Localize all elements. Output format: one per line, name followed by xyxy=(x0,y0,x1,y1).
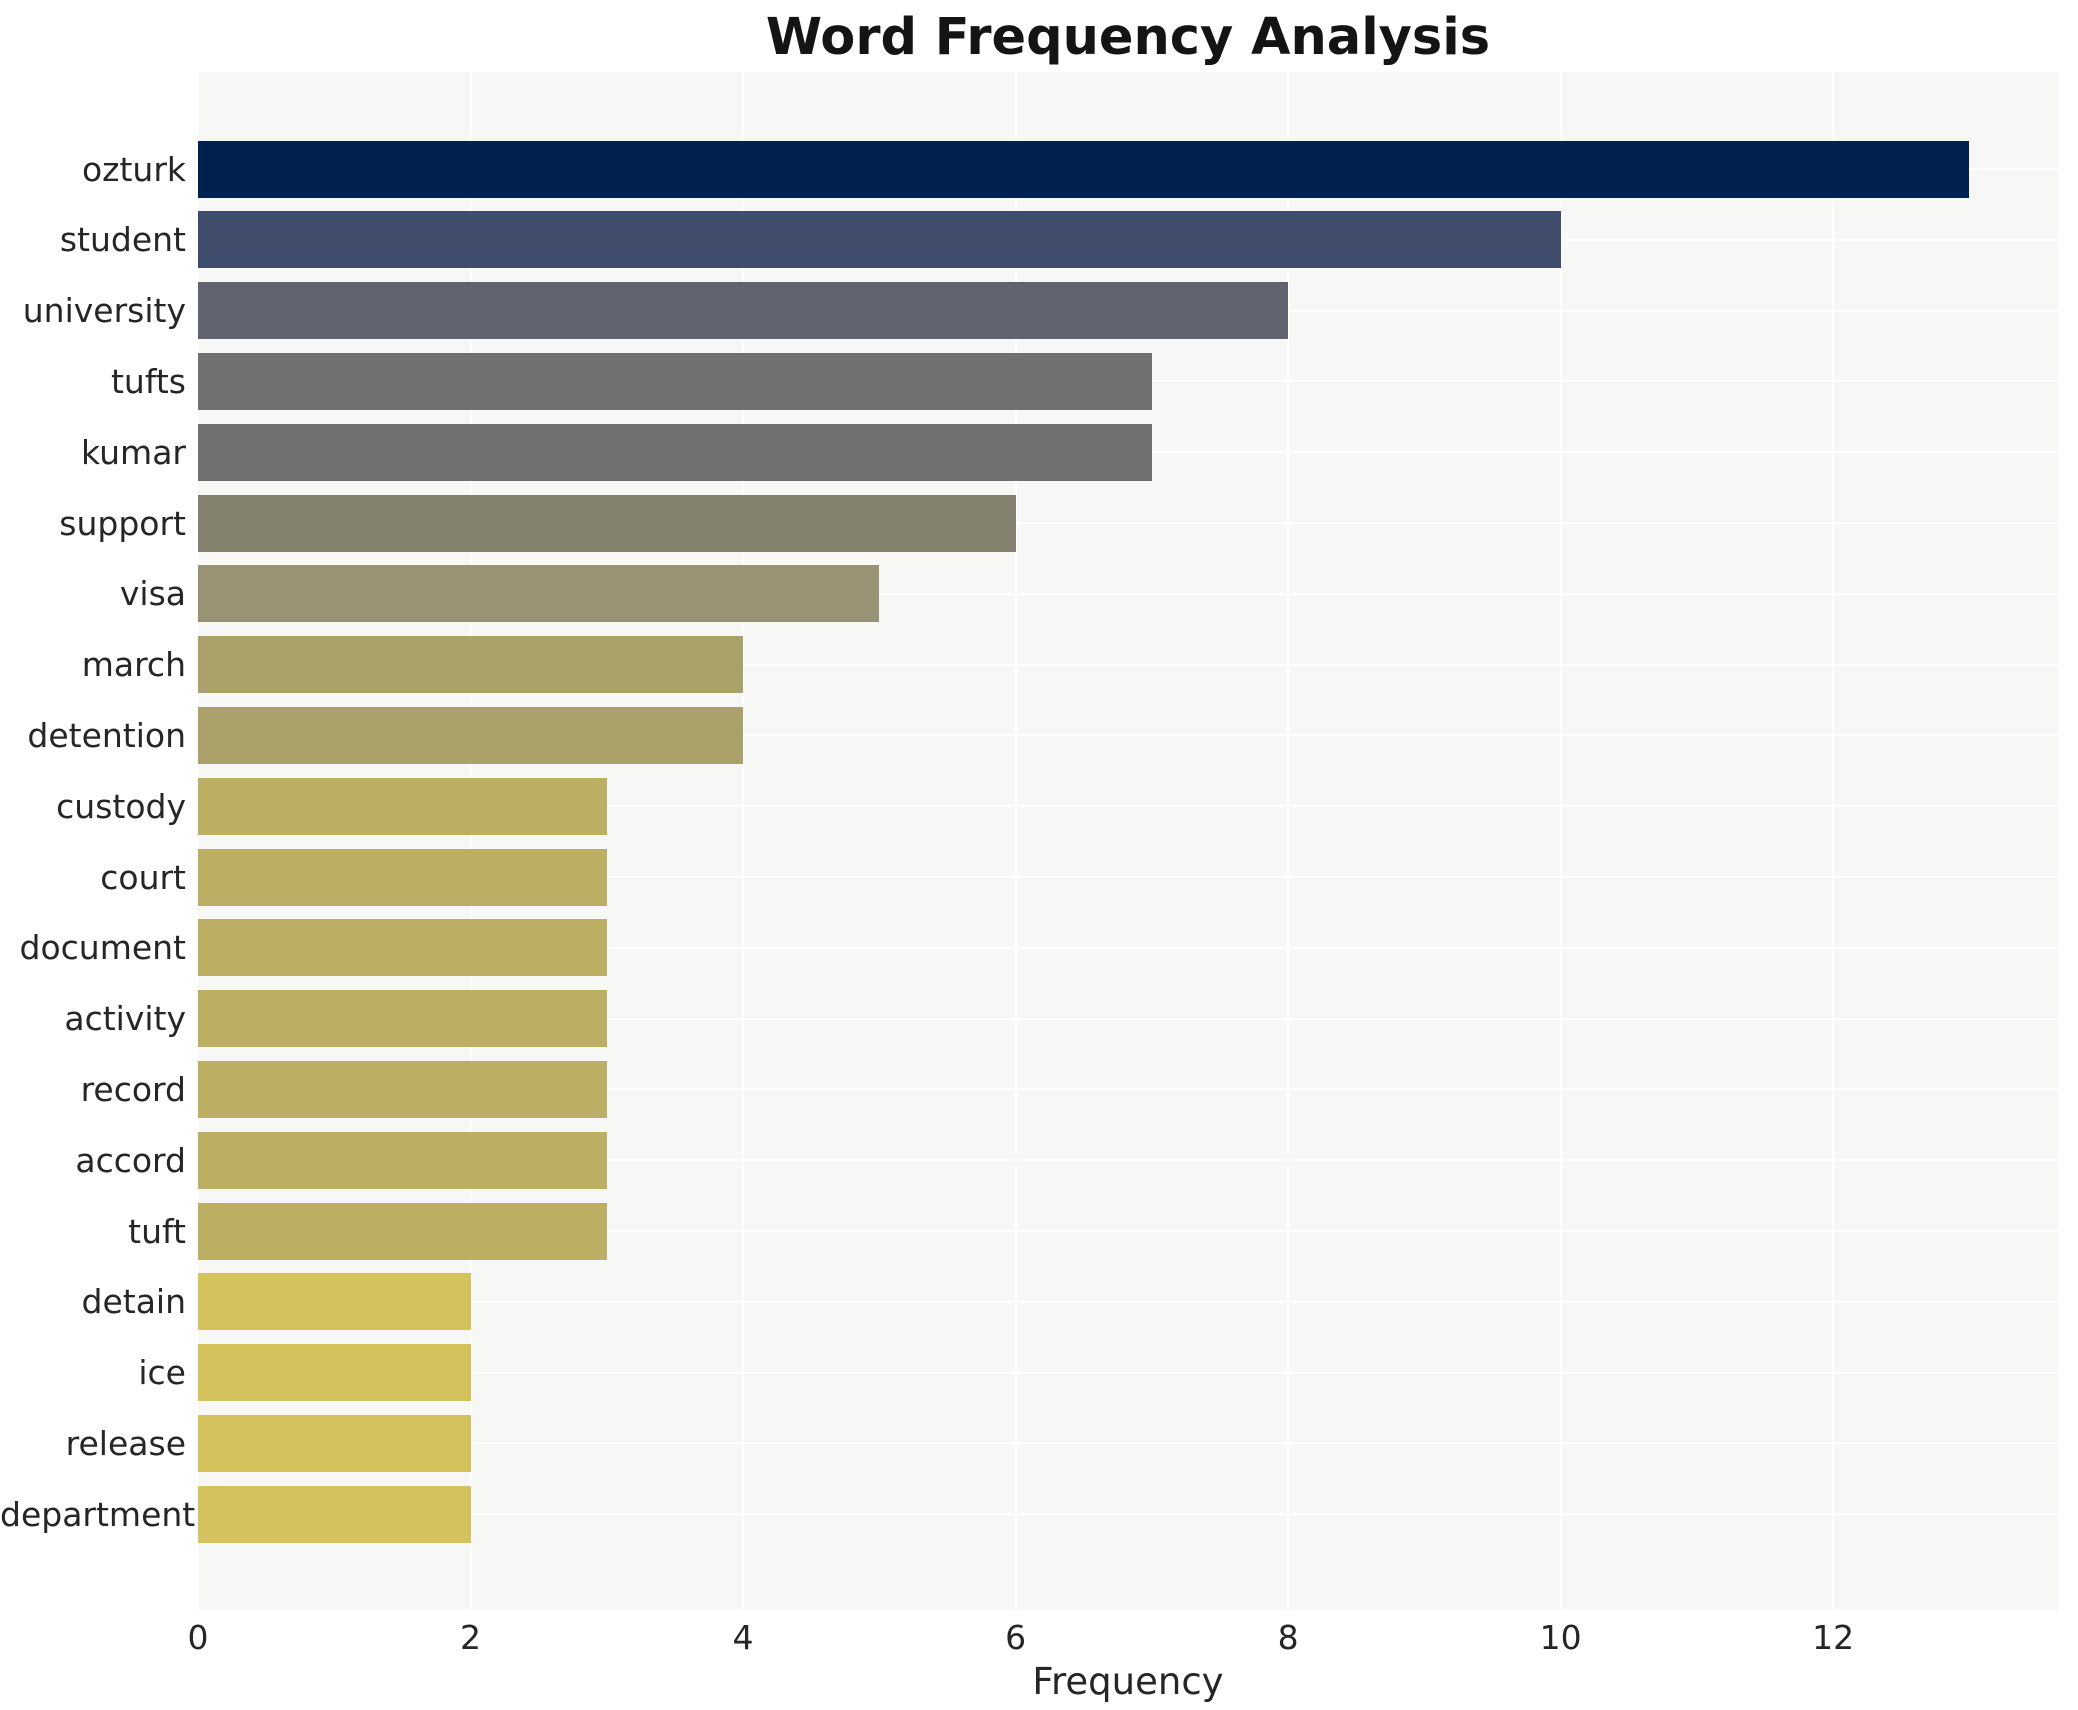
horizontal-gridline xyxy=(198,734,2058,737)
bar-tufts xyxy=(198,352,1152,410)
bar-tuft xyxy=(198,1202,607,1260)
y-tick-label-release: release xyxy=(65,1423,186,1463)
y-tick-label-university: university xyxy=(22,291,186,331)
vertical-gridline-8 xyxy=(1287,72,1290,1610)
bar-document xyxy=(198,919,607,977)
y-tick-label-student: student xyxy=(59,220,186,260)
y-tick-label-ozturk: ozturk xyxy=(81,149,186,189)
x-axis-title: Frequency xyxy=(1032,1660,1224,1703)
y-tick-label-department: department xyxy=(0,1494,196,1534)
plot-area xyxy=(197,72,2058,1610)
bar-custody xyxy=(198,777,607,835)
x-tick-label-2: 2 xyxy=(460,1618,482,1657)
x-tick-label-6: 6 xyxy=(1005,1618,1027,1657)
vertical-gridline-2 xyxy=(469,72,472,1610)
bar-detain xyxy=(198,1273,471,1331)
bar-activity xyxy=(198,990,607,1048)
y-tick-label-tufts: tufts xyxy=(110,361,186,401)
horizontal-gridline xyxy=(198,663,2058,666)
horizontal-gridline xyxy=(198,522,2058,524)
y-tick-label-detention: detention xyxy=(27,715,186,755)
y-tick-label-tuft: tuft xyxy=(128,1211,186,1251)
horizontal-gridline xyxy=(198,1513,2058,1516)
horizontal-gridline xyxy=(198,805,2058,808)
y-tick-label-custody: custody xyxy=(56,786,186,826)
chart-title: Word Frequency Analysis xyxy=(765,8,1491,67)
y-tick-label-march: march xyxy=(81,645,186,685)
horizontal-gridline xyxy=(198,1442,2058,1445)
horizontal-gridline xyxy=(198,1159,2058,1162)
bar-release xyxy=(198,1414,471,1472)
bar-university xyxy=(198,282,1289,340)
bar-accord xyxy=(198,1131,607,1189)
y-tick-label-activity: activity xyxy=(64,999,186,1039)
y-tick-label-detain: detain xyxy=(81,1282,187,1322)
bar-record xyxy=(198,1060,607,1118)
y-tick-label-accord: accord xyxy=(75,1140,186,1180)
x-tick-label-12: 12 xyxy=(1812,1618,1855,1657)
horizontal-gridline xyxy=(198,1088,2058,1091)
x-tick-label-4: 4 xyxy=(732,1618,754,1657)
horizontal-gridline xyxy=(198,876,2058,878)
x-tick-label-8: 8 xyxy=(1277,1618,1299,1657)
vertical-gridline-6 xyxy=(1014,72,1017,1610)
y-tick-label-document: document xyxy=(19,928,187,968)
bar-ozturk xyxy=(198,140,1970,198)
x-tick-label-10: 10 xyxy=(1539,1618,1582,1657)
vertical-gridline-4 xyxy=(742,72,745,1610)
bar-kumar xyxy=(198,423,1152,481)
y-tick-label-ice: ice xyxy=(138,1353,186,1393)
bar-department xyxy=(198,1485,471,1543)
y-tick-label-visa: visa xyxy=(119,574,186,614)
horizontal-gridline xyxy=(198,946,2058,949)
horizontal-gridline xyxy=(198,1300,2058,1303)
bar-student xyxy=(198,211,1561,269)
bar-court xyxy=(198,848,607,906)
bar-support xyxy=(198,494,1016,552)
bar-detention xyxy=(198,706,744,764)
y-tick-label-kumar: kumar xyxy=(81,432,186,472)
horizontal-gridline xyxy=(198,592,2058,595)
bar-visa xyxy=(198,565,880,623)
bar-ice xyxy=(198,1344,471,1402)
vertical-gridline-0 xyxy=(197,72,199,1610)
horizontal-gridline xyxy=(198,1230,2058,1232)
y-tick-label-support: support xyxy=(59,503,186,543)
vertical-gridline-12 xyxy=(1832,72,1835,1610)
vertical-gridline-10 xyxy=(1559,72,1562,1610)
horizontal-gridline xyxy=(198,1371,2058,1374)
horizontal-gridline xyxy=(198,1017,2058,1020)
y-tick-label-record: record xyxy=(80,1069,186,1109)
bar-march xyxy=(198,636,744,694)
x-tick-label-0: 0 xyxy=(187,1618,209,1657)
y-tick-label-court: court xyxy=(100,857,186,897)
